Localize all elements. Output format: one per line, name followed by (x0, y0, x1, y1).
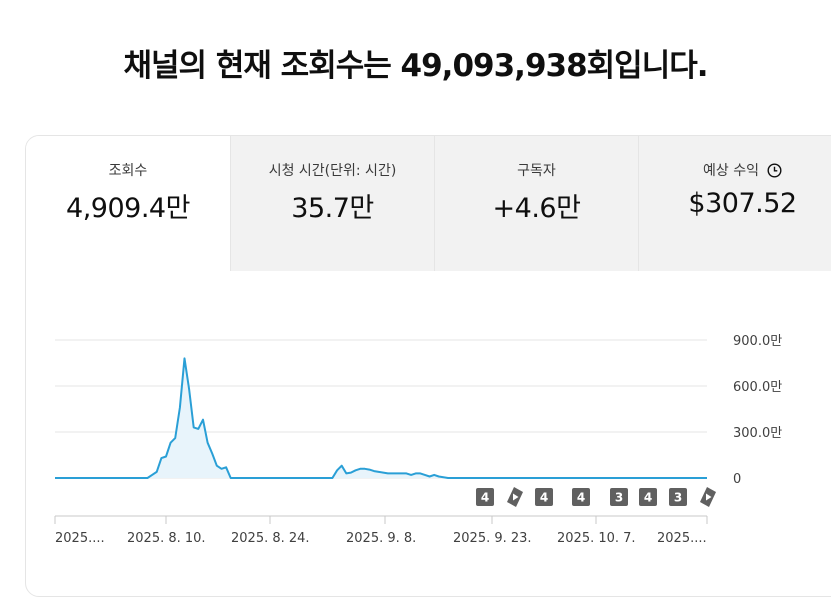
play-icon (513, 493, 519, 501)
revenue-value: $307.52 (688, 188, 797, 219)
y-tick-label-3: 900.0만 (733, 334, 782, 349)
x-tick-label-4: 2025. 9. 23. (453, 531, 532, 546)
marker-box (610, 488, 628, 506)
views-area (55, 358, 707, 478)
x-tick-label-2: 2025. 8. 24. (231, 531, 310, 546)
shorts-marker[interactable] (507, 487, 523, 507)
views-line (55, 357, 707, 479)
views-label: 조회수 (108, 163, 148, 179)
upload-count-marker[interactable]: 4 (572, 488, 590, 506)
marker-box (639, 488, 657, 506)
upload-count-marker[interactable]: 3 (669, 488, 687, 506)
marker-count: 4 (644, 491, 652, 505)
revenue-label-row: 예상 수익 (639, 160, 831, 182)
watch-time-label: 시청 시간(단위: 시간) (268, 163, 397, 179)
x-tick-label-3: 2025. 9. 8. (346, 531, 416, 546)
page-headline: 채널의 현재 조회수는 49,093,938회입니다. (123, 48, 708, 84)
shorts-marker[interactable] (700, 487, 716, 507)
x-tick-label-1: 2025. 8. 10. (127, 531, 206, 546)
marker-box (669, 488, 687, 506)
tab-views[interactable]: 조회수 4,909.4만 (26, 136, 230, 271)
marker-box (476, 488, 494, 506)
marker-count: 4 (481, 491, 489, 505)
y-tick-label-2: 600.0만 (733, 380, 782, 395)
tab-subscribers[interactable]: 구독자 +4.6만 (434, 136, 638, 271)
marker-count: 3 (674, 491, 682, 505)
play-icon (706, 493, 712, 501)
upload-count-marker[interactable]: 4 (535, 488, 553, 506)
upload-count-marker[interactable]: 3 (610, 488, 628, 506)
marker-count: 4 (540, 491, 548, 505)
marker-box (572, 488, 590, 506)
watch-time-value: 35.7만 (291, 193, 374, 224)
upload-count-marker[interactable]: 4 (639, 488, 657, 506)
marker-count: 4 (577, 491, 585, 505)
analytics-card: 조회수 4,909.4만 시청 시간(단위: 시간) 35.7만 구독자 +4.… (25, 135, 831, 597)
clock-icon[interactable] (767, 163, 782, 182)
views-value: 4,909.4만 (66, 193, 190, 224)
tab-revenue[interactable]: 예상 수익 $307.52 (638, 136, 831, 271)
tab-watch-time[interactable]: 시청 시간(단위: 시간) 35.7만 (230, 136, 434, 271)
marker-count: 3 (615, 491, 623, 505)
y-tick-label-1: 300.0만 (733, 426, 782, 441)
marker-box (535, 488, 553, 506)
views-chart: 0 300.0만 600.0만 900.0만 2025.... 2025. 8. 10. 2… (54, 334, 782, 546)
upload-count-marker[interactable]: 4 (476, 488, 494, 506)
y-tick-label-0: 0 (733, 472, 741, 487)
x-tick-label-5: 2025. 10. 7. (557, 531, 636, 546)
subscribers-label: 구독자 (517, 163, 556, 179)
x-tick-label-6: 2025.... (657, 531, 707, 546)
subscribers-value: +4.6만 (492, 193, 581, 224)
revenue-label: 예상 수익 (703, 163, 759, 179)
x-tick-label-0: 2025.... (55, 531, 105, 546)
